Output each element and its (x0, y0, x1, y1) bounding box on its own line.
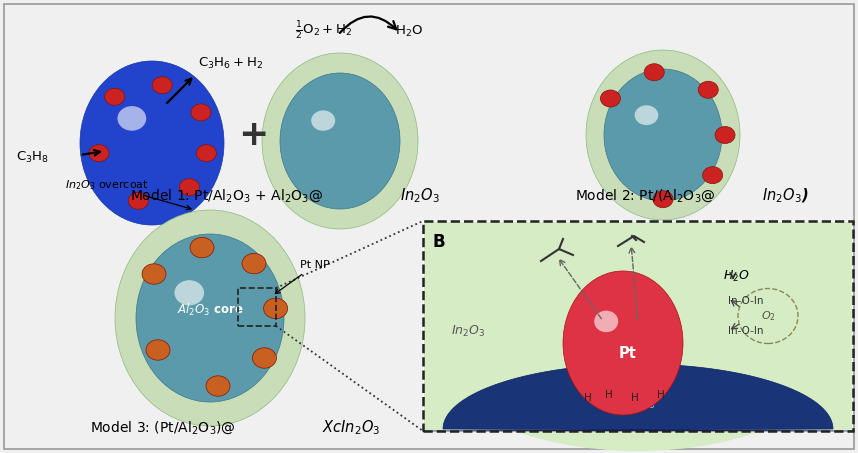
Text: H: H (657, 390, 665, 400)
Text: $Al_2O_3$: $Al_2O_3$ (620, 395, 656, 411)
Ellipse shape (142, 264, 166, 284)
Ellipse shape (129, 193, 148, 209)
Ellipse shape (262, 53, 418, 229)
Text: $\mathsf{C_3H_8}$: $\mathsf{C_3H_8}$ (16, 149, 49, 164)
Text: Model 1: Pt/Al$_2$O$_3$ + Al$_2$O$_3$@: Model 1: Pt/Al$_2$O$_3$ + Al$_2$O$_3$@ (130, 188, 323, 204)
Polygon shape (423, 364, 853, 431)
Text: $\mathit{In_2O_3}$: $\mathit{In_2O_3}$ (400, 187, 439, 205)
Ellipse shape (105, 88, 124, 105)
Ellipse shape (601, 90, 620, 107)
Text: Pt NP: Pt NP (275, 260, 329, 294)
Text: +: + (238, 118, 269, 152)
Text: Model 2: Pt/(Al$_2$O$_3$@: Model 2: Pt/(Al$_2$O$_3$@ (575, 188, 716, 204)
Ellipse shape (644, 64, 664, 81)
Text: H: H (605, 390, 613, 400)
Text: $\mathsf{\frac{1}{2}O_2 + H_2}$: $\mathsf{\frac{1}{2}O_2 + H_2}$ (295, 20, 353, 42)
Text: B: B (433, 233, 445, 251)
Ellipse shape (152, 77, 172, 94)
Ellipse shape (242, 253, 266, 274)
Ellipse shape (190, 237, 214, 258)
Ellipse shape (653, 191, 673, 208)
Ellipse shape (715, 126, 735, 144)
Text: $Al_2O_3$ core: $Al_2O_3$ core (177, 302, 244, 318)
Ellipse shape (586, 50, 740, 220)
Ellipse shape (595, 311, 619, 332)
Text: H: H (631, 393, 639, 403)
Ellipse shape (604, 69, 722, 201)
Text: $\mathit{XcIn_2O_3}$: $\mathit{XcIn_2O_3}$ (322, 419, 380, 437)
Text: $In_2O_3$ overcoat: $In_2O_3$ overcoat (65, 178, 191, 210)
Ellipse shape (196, 145, 216, 162)
Text: In-O-In: In-O-In (728, 326, 764, 336)
Bar (423, 221, 853, 431)
Ellipse shape (115, 210, 305, 426)
Ellipse shape (146, 340, 170, 360)
Ellipse shape (174, 280, 204, 305)
Ellipse shape (89, 145, 109, 162)
Text: $\mathit{In_2O_3}$): $\mathit{In_2O_3}$) (762, 187, 808, 205)
Ellipse shape (311, 111, 335, 131)
Ellipse shape (252, 348, 276, 368)
Ellipse shape (280, 73, 400, 209)
Ellipse shape (433, 251, 843, 451)
FancyArrowPatch shape (340, 16, 396, 33)
Text: H: H (584, 393, 592, 403)
Ellipse shape (80, 61, 224, 225)
Text: $\mathsf{C_3H_6 + H_2}$: $\mathsf{C_3H_6 + H_2}$ (198, 56, 263, 71)
Ellipse shape (698, 81, 718, 98)
FancyArrowPatch shape (629, 247, 637, 320)
Ellipse shape (263, 298, 287, 318)
Text: $\mathsf{H_2O}$: $\mathsf{H_2O}$ (395, 24, 423, 39)
Text: Pt: Pt (619, 346, 637, 361)
Ellipse shape (118, 106, 146, 131)
Text: Model 3: (Pt/Al$_2$O$_3$)@: Model 3: (Pt/Al$_2$O$_3$)@ (90, 419, 236, 436)
Ellipse shape (703, 167, 722, 183)
Bar (238, 288, 276, 326)
Text: In-O-In: In-O-In (728, 296, 764, 306)
Bar (424, 222, 852, 430)
Ellipse shape (136, 234, 284, 402)
Ellipse shape (191, 104, 211, 121)
Text: $H_2O$: $H_2O$ (723, 269, 750, 284)
FancyArrowPatch shape (559, 260, 601, 319)
Text: $In_2O_3$: $In_2O_3$ (451, 323, 486, 338)
Ellipse shape (206, 376, 230, 396)
Ellipse shape (635, 105, 658, 125)
Bar (423, 221, 853, 431)
Ellipse shape (563, 271, 683, 415)
Text: $O_2$: $O_2$ (760, 309, 776, 323)
Ellipse shape (179, 178, 199, 196)
